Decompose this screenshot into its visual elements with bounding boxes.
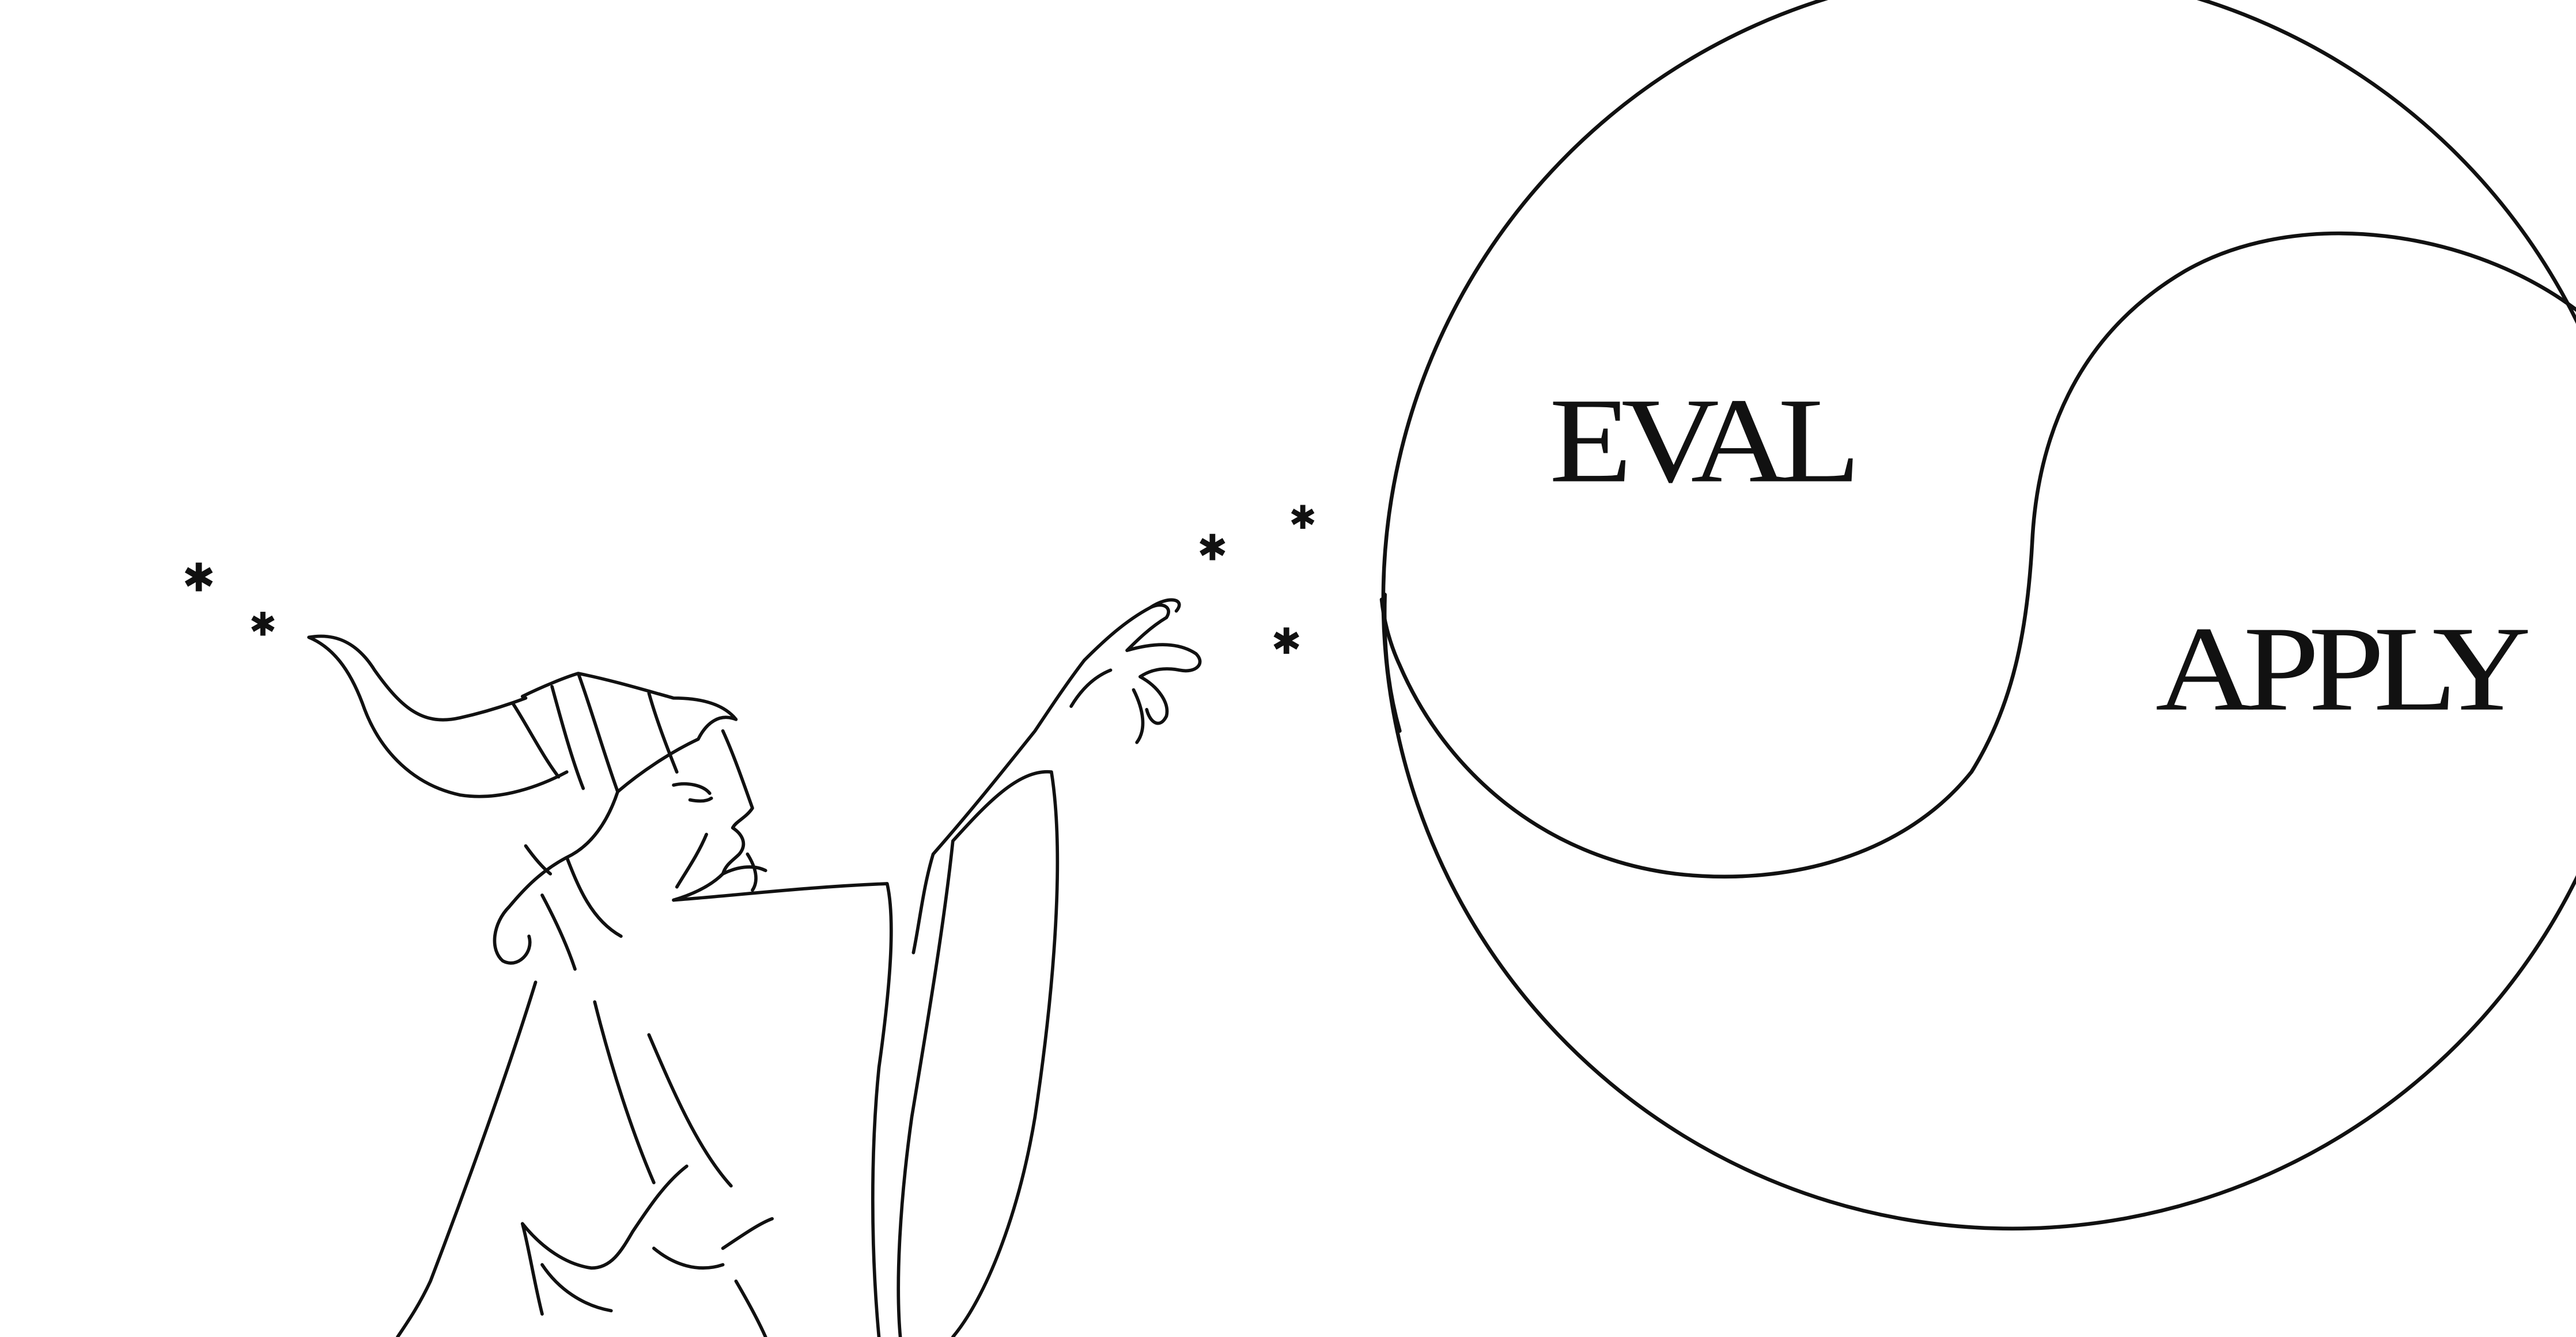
sparkle-icon: ✱ xyxy=(1289,499,1317,537)
wizard-hat-band xyxy=(510,672,738,794)
sparkle-icon: ✱ xyxy=(182,555,215,601)
sparkles: ✱ ✱ ✱ ✱ ✱ xyxy=(182,499,1317,662)
wizard-face xyxy=(672,729,754,876)
wizard-hat xyxy=(307,634,569,798)
sparkle-icon: ✱ xyxy=(1197,527,1228,569)
yin-yang-diagram xyxy=(1379,0,2576,1230)
apply-label: APPLY xyxy=(2155,601,2528,736)
wizard-hand xyxy=(1069,598,1202,744)
wizard-figure xyxy=(307,598,1202,1337)
wizard-cloak xyxy=(396,882,893,1337)
wizard-beard xyxy=(672,832,767,902)
sparkle-icon: ✱ xyxy=(1271,620,1302,662)
wizard-hair xyxy=(493,790,623,971)
wizard-sash xyxy=(520,1164,774,1337)
wizard-raised-arm xyxy=(897,658,1086,1337)
yin-yang-divider-curve xyxy=(1379,231,2576,878)
eval-label: EVAL xyxy=(1549,373,1853,507)
yin-yang-outer-edge-overdraw xyxy=(1382,592,1402,733)
sparkle-icon: ✱ xyxy=(249,605,277,643)
